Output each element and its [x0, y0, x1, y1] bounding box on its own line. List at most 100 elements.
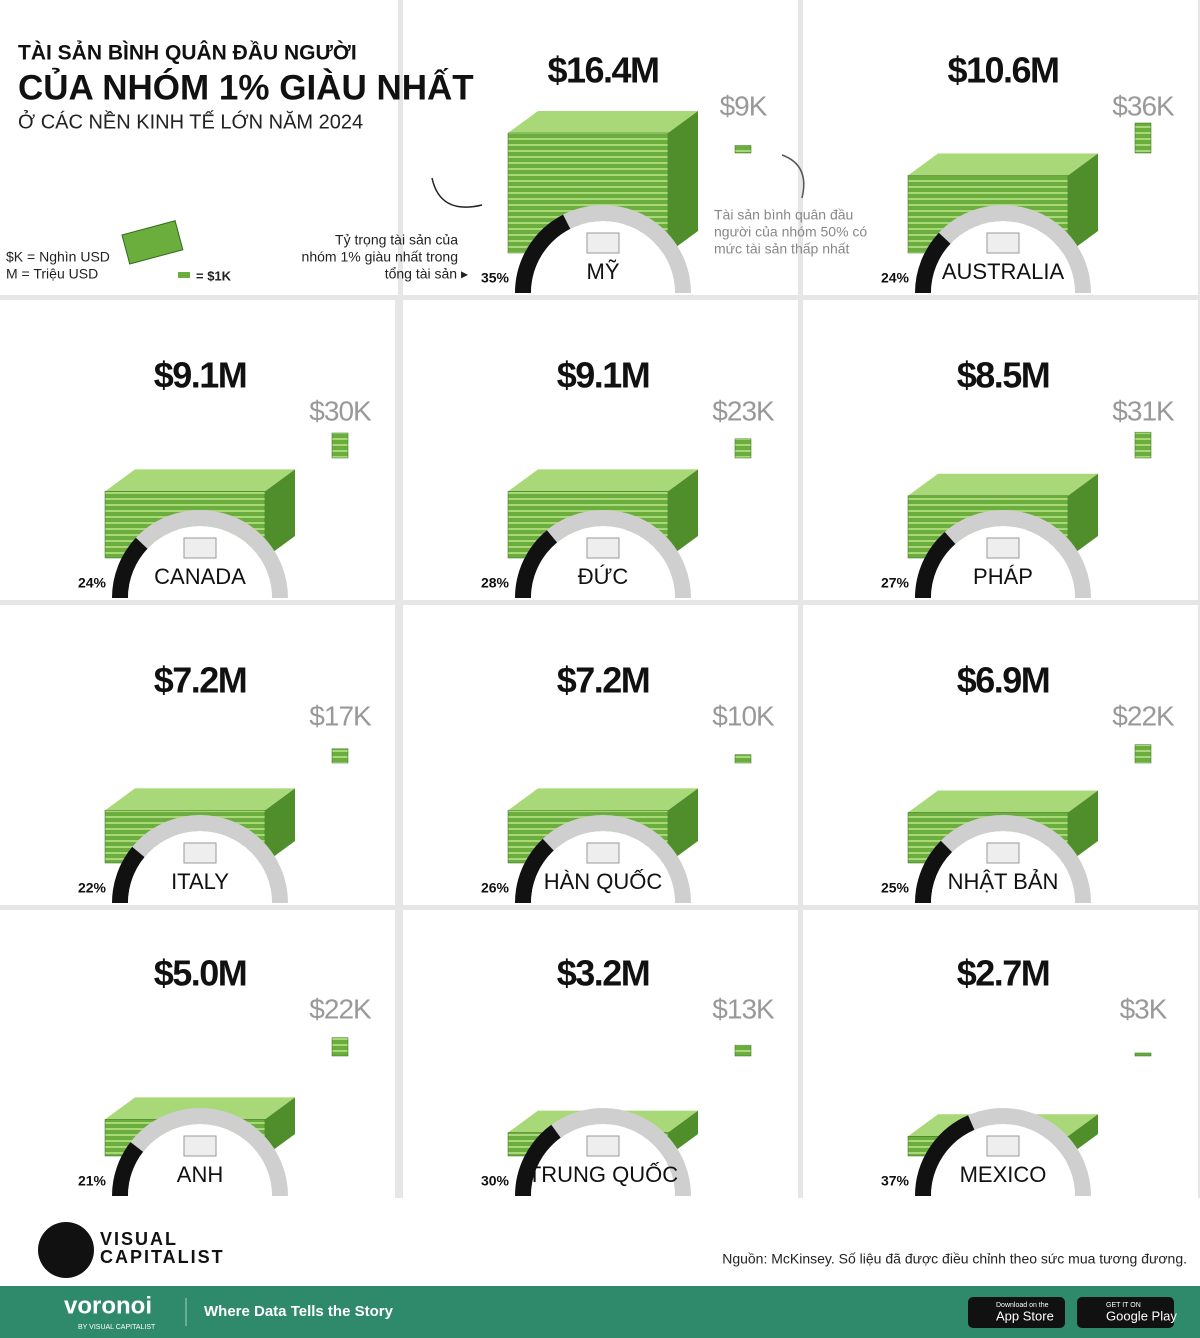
voronoi-sub: BY VISUAL CAPITALIST: [78, 1324, 156, 1331]
badge-text: GET IT ON: [1106, 1302, 1141, 1309]
stack-top: [908, 153, 1098, 176]
bottom50-stack: [1134, 431, 1152, 459]
stack-side: [668, 788, 698, 863]
annotation: mức tài sản thấp nhất: [714, 241, 850, 257]
gauge-share: [515, 214, 571, 294]
bill-icon: [178, 272, 190, 278]
flag: [986, 1135, 1020, 1157]
gauge-share: [112, 1142, 144, 1197]
top1-value: $7.2M: [557, 660, 650, 701]
bottom50-value: $17K: [309, 700, 372, 731]
gauge-share: [515, 838, 554, 904]
share-label: 30%: [481, 1173, 510, 1189]
brand: VISUAL: [100, 1229, 178, 1249]
stack-side: [1068, 153, 1098, 253]
bottom50-value: $30K: [309, 395, 372, 426]
stack-top: [508, 469, 698, 492]
bottom50-stack: [734, 438, 752, 459]
stack-side: [265, 469, 295, 558]
stack-side: [265, 788, 295, 863]
bottom50-stack: [1134, 122, 1152, 154]
country-name: ITALY: [171, 869, 229, 894]
gauge-share: [515, 530, 558, 599]
flag: [986, 537, 1020, 559]
gauge-cover: [128, 831, 272, 903]
title-panel: [0, 0, 398, 295]
stack-top: [105, 788, 295, 811]
title: TÀI SẢN BÌNH QUÂN ĐẦU NGƯỜI: [18, 41, 357, 65]
country-name: HÀN QUỐC: [544, 868, 663, 894]
top1-value: $10.6M: [947, 50, 1058, 91]
share-label: 37%: [881, 1173, 910, 1189]
bottom50-value: $23K: [712, 395, 775, 426]
bottom50-value: $31K: [1112, 395, 1175, 426]
stack-top: [105, 469, 295, 492]
gauge-share: [915, 840, 953, 904]
country-name: ANH: [177, 1162, 223, 1187]
top1-value: $3.2M: [557, 953, 650, 994]
gauge-share: [915, 1115, 975, 1197]
flag: [183, 537, 217, 559]
top1-value: $6.9M: [957, 660, 1050, 701]
country-name: TRUNG QUỐC: [528, 1161, 678, 1187]
flag: [183, 1135, 217, 1157]
stack-side: [668, 1110, 698, 1156]
share-label: 26%: [481, 880, 510, 896]
top1-value: $9.1M: [154, 355, 247, 396]
bottom50-value: $10K: [712, 700, 775, 731]
annotation: người của nhóm 50% có: [714, 224, 867, 240]
app-store-badge[interactable]: [968, 1297, 1065, 1328]
stack-top: [508, 788, 698, 811]
gauge-cover: [531, 526, 675, 598]
bottom50-value: $9K: [720, 90, 768, 121]
flag: [586, 232, 620, 254]
annotation: nhóm 1% giàu nhất trong: [302, 249, 458, 265]
google-play-badge[interactable]: [1077, 1297, 1174, 1328]
annotation: Tỷ trọng tài sản của: [335, 232, 458, 248]
share-label: 27%: [881, 575, 910, 591]
badge-text: Google Play: [1106, 1308, 1177, 1323]
legend-text: = $1K: [196, 268, 232, 283]
country-name: MEXICO: [960, 1162, 1047, 1187]
money-icon: [121, 220, 184, 265]
voronoi-logo: voronoi: [64, 1292, 152, 1319]
legend-text: $K = Nghìn USD: [6, 249, 110, 265]
bottom50-stack: [331, 1037, 349, 1057]
bottom50-stack: [331, 432, 349, 459]
stack-side: [668, 469, 698, 558]
gauge-cover: [531, 831, 675, 903]
annotation: Tài sản bình quân đầu: [714, 207, 853, 223]
source: Nguồn: McKinsey. Số liệu đã được điều ch…: [722, 1251, 1187, 1267]
bottom50-value: $22K: [1112, 700, 1175, 731]
bottom50-value: $13K: [712, 993, 775, 1024]
top1-value: $2.7M: [957, 953, 1050, 994]
share-label: 35%: [481, 270, 510, 286]
top1-value: $5.0M: [154, 953, 247, 994]
stack-side: [1068, 1114, 1098, 1156]
flag: [986, 842, 1020, 864]
gauge-share: [112, 537, 148, 599]
stack-top: [908, 473, 1098, 496]
gauge-cover: [128, 526, 272, 598]
brand: CAPITALIST: [100, 1247, 225, 1267]
gauge-cover: [931, 831, 1075, 903]
gauge-cover: [128, 1124, 272, 1196]
top1-value: $7.2M: [154, 660, 247, 701]
country-name: PHÁP: [973, 564, 1033, 589]
stack-top: [508, 111, 698, 133]
footer: [0, 1198, 1200, 1286]
arrow: [781, 154, 805, 199]
stack-side: [1068, 790, 1098, 863]
logo: [38, 1222, 94, 1278]
flag: [986, 232, 1020, 254]
flag: [183, 842, 217, 864]
title: CỦA NHÓM 1% GIÀU NHẤT: [18, 67, 474, 107]
gauge-cover: [931, 526, 1075, 598]
stack-top: [908, 790, 1098, 813]
bottom50-stack: [1134, 1052, 1152, 1057]
country-name: NHẬT BẢN: [948, 869, 1059, 894]
bottom50-stack: [1134, 744, 1152, 764]
share-label: 22%: [78, 880, 107, 896]
bottom50-value: $36K: [1112, 90, 1175, 121]
stack-side: [668, 111, 698, 253]
